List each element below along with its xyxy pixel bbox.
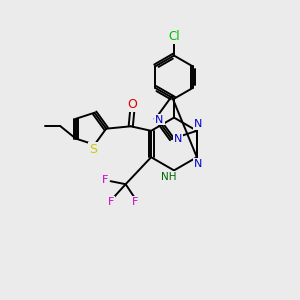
Text: N: N (194, 119, 202, 129)
Text: S: S (89, 143, 97, 156)
Text: NH: NH (161, 172, 176, 182)
Text: Cl: Cl (168, 31, 180, 44)
Text: N: N (194, 159, 202, 169)
Text: F: F (132, 197, 139, 207)
Text: F: F (108, 197, 114, 207)
Text: N: N (174, 134, 182, 144)
Text: N: N (155, 115, 164, 124)
Text: F: F (102, 175, 108, 185)
Text: O: O (127, 98, 137, 111)
